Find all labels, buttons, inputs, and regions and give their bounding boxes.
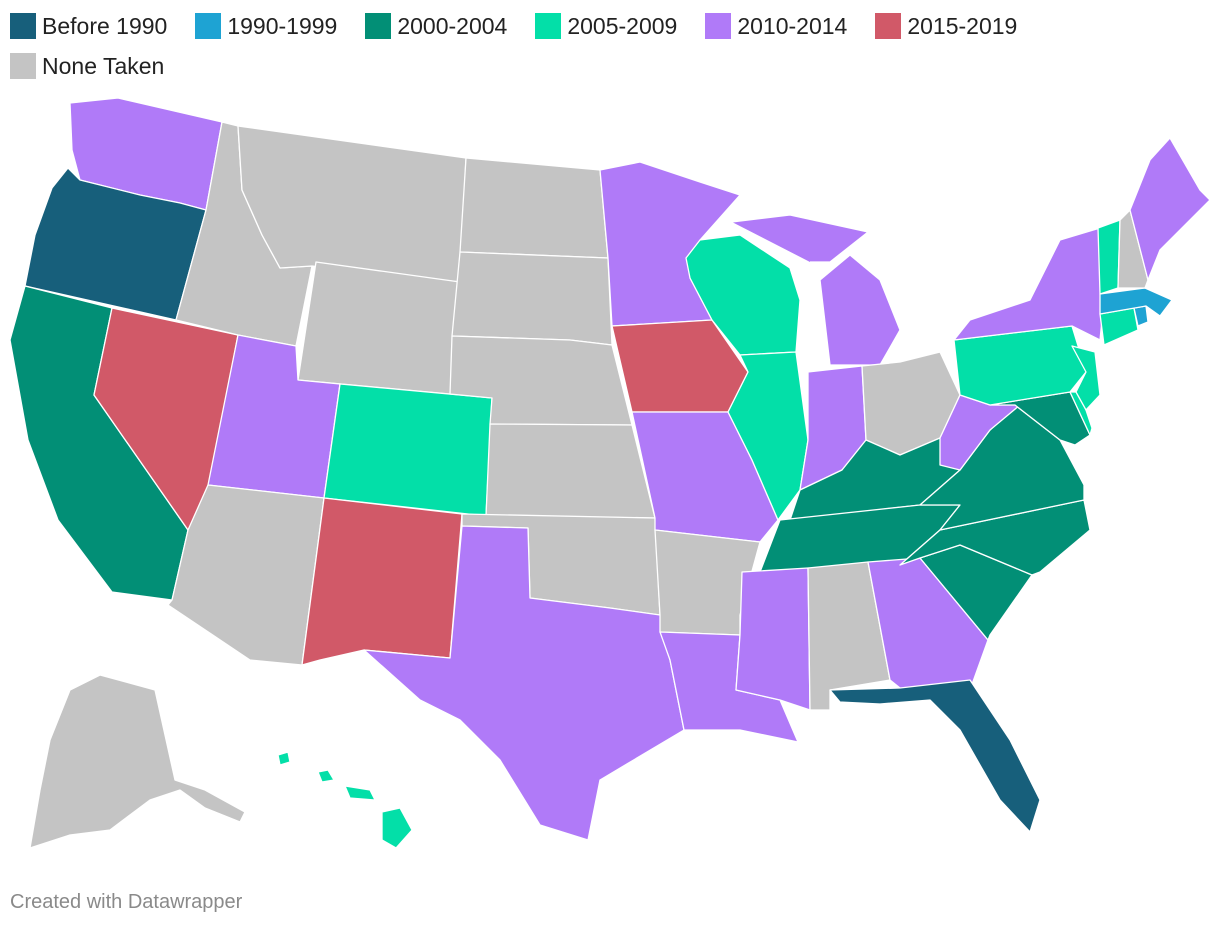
- legend-item-1990-1999: 1990-1999: [195, 10, 337, 42]
- state-co[interactable]: [323, 383, 493, 517]
- us-states-map: [9, 97, 1211, 849]
- state-nd[interactable]: [459, 157, 609, 259]
- state-mi[interactable]: [731, 214, 901, 366]
- legend-item-none-taken: None Taken: [10, 50, 164, 82]
- state-ms[interactable]: [735, 567, 811, 711]
- legend-label: 1990-1999: [227, 13, 338, 39]
- state-ak[interactable]: [29, 674, 246, 849]
- state-nj[interactable]: [1071, 345, 1101, 411]
- legend: Before 1990 1990-1999 2000-2004 2005-200…: [10, 10, 1210, 82]
- state-hi[interactable]: [277, 751, 413, 849]
- legend-swatch: [875, 13, 902, 39]
- legend-item-2010-2014: 2010-2014: [705, 10, 847, 42]
- state-fl[interactable]: [829, 679, 1041, 833]
- legend-swatch: [535, 13, 562, 39]
- state-ks[interactable]: [485, 423, 656, 519]
- legend-swatch: [10, 53, 36, 79]
- legend-swatch: [10, 13, 36, 39]
- state-ny[interactable]: [953, 227, 1105, 341]
- state-wy[interactable]: [297, 261, 461, 395]
- state-nh[interactable]: [1117, 209, 1149, 289]
- state-tx[interactable]: [363, 525, 685, 841]
- state-nm[interactable]: [301, 497, 463, 666]
- state-me[interactable]: [1129, 137, 1211, 281]
- legend-label: 2005-2009: [567, 13, 678, 39]
- legend-item-before-1990: Before 1990: [10, 10, 167, 42]
- legend-item-2000-2004: 2000-2004: [365, 10, 507, 42]
- legend-swatch: [195, 13, 222, 39]
- legend-swatch: [705, 13, 732, 39]
- state-sd[interactable]: [451, 251, 613, 346]
- legend-label: Before 1990: [42, 13, 168, 39]
- state-vt[interactable]: [1097, 219, 1121, 295]
- state-il[interactable]: [727, 351, 809, 521]
- legend-label: 2015-2019: [907, 13, 1018, 39]
- legend-swatch: [365, 13, 392, 39]
- legend-item-2015-2019: 2015-2019: [875, 10, 1017, 42]
- credit: Created with Datawrapper: [10, 891, 243, 913]
- state-wi[interactable]: [685, 234, 801, 356]
- legend-item-2005-2009: 2005-2009: [535, 10, 677, 42]
- legend-label: None Taken: [42, 53, 165, 79]
- legend-label: 2000-2004: [397, 13, 508, 39]
- legend-label: 2010-2014: [737, 13, 848, 39]
